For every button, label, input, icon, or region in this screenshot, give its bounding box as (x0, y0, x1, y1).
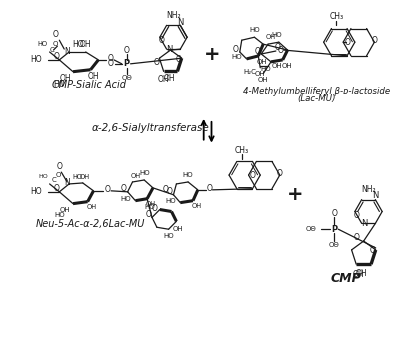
Text: O: O (152, 203, 157, 212)
Text: O: O (108, 59, 114, 68)
Text: O: O (354, 211, 360, 220)
Text: OH: OH (86, 204, 97, 210)
Text: OH: OH (272, 63, 283, 69)
Text: O: O (56, 162, 62, 171)
Text: C: C (49, 47, 54, 53)
Text: O: O (145, 210, 151, 219)
Text: O: O (53, 30, 58, 39)
Text: N: N (177, 18, 183, 27)
Text: O: O (354, 233, 360, 242)
Text: O: O (53, 184, 59, 193)
Text: N: N (361, 219, 368, 228)
Text: O: O (207, 184, 212, 193)
Text: OH: OH (80, 174, 90, 180)
Text: N: N (166, 45, 173, 54)
Text: OH: OH (130, 173, 141, 179)
Text: N: N (64, 179, 70, 188)
Text: HO: HO (231, 54, 242, 60)
Text: OH: OH (158, 75, 169, 84)
Text: O: O (254, 46, 260, 55)
Text: O: O (166, 187, 173, 196)
Text: OH: OH (255, 71, 266, 77)
Text: HO: HO (183, 172, 194, 178)
Text: HO: HO (30, 55, 42, 64)
Text: OH: OH (88, 72, 99, 81)
Text: O: O (176, 55, 182, 64)
Text: OH: OH (257, 59, 268, 65)
Text: OH: OH (352, 270, 364, 279)
Text: OH: OH (266, 34, 276, 40)
Text: OH: OH (60, 207, 71, 212)
Text: O: O (344, 38, 350, 47)
Text: HO: HO (145, 204, 155, 210)
Text: HO: HO (53, 80, 65, 89)
Text: OH: OH (173, 226, 184, 232)
Text: HO: HO (261, 66, 271, 72)
Text: OH: OH (192, 203, 202, 208)
Text: O: O (277, 168, 283, 177)
Text: OH: OH (146, 201, 156, 207)
Text: HO: HO (139, 170, 150, 176)
Text: OH: OH (59, 74, 71, 83)
Text: 4-Methylumbelliferyl β-ᴅ-lactoside: 4-Methylumbelliferyl β-ᴅ-lactoside (243, 87, 390, 96)
Text: NH₂: NH₂ (361, 185, 376, 194)
Text: P: P (331, 225, 337, 234)
Text: OΘ: OΘ (306, 226, 317, 232)
Text: HO: HO (120, 196, 131, 202)
Text: HO: HO (249, 27, 260, 33)
Text: (Lac-MU): (Lac-MU) (298, 94, 336, 103)
Text: HO: HO (37, 41, 48, 47)
Text: P: P (124, 59, 130, 68)
Text: O: O (55, 172, 61, 178)
Text: O: O (278, 45, 284, 54)
Text: +: + (287, 185, 304, 204)
Text: N: N (64, 46, 70, 55)
Text: O: O (121, 184, 127, 193)
Text: O: O (162, 185, 168, 194)
Text: HO: HO (54, 212, 65, 219)
Text: HO: HO (30, 187, 42, 196)
Text: OH: OH (281, 63, 292, 69)
Text: O: O (153, 58, 159, 67)
Text: α-2,6-Sialyltransferase: α-2,6-Sialyltransferase (92, 123, 210, 133)
Text: O: O (53, 41, 58, 47)
Text: N: N (372, 191, 379, 200)
Text: OΘ: OΘ (329, 242, 340, 248)
Text: O: O (275, 42, 280, 51)
Text: CMP: CMP (331, 272, 361, 285)
Text: O: O (104, 185, 110, 194)
Text: OH: OH (258, 77, 268, 82)
Text: O: O (233, 45, 239, 54)
Text: OH: OH (356, 269, 367, 278)
Text: O: O (159, 36, 165, 45)
Text: OH: OH (164, 74, 175, 83)
Text: OH: OH (80, 40, 92, 49)
Text: HO: HO (72, 40, 84, 49)
Text: O: O (124, 45, 129, 54)
Text: HO: HO (73, 174, 83, 180)
Text: O: O (372, 36, 377, 45)
Text: CH₃: CH₃ (329, 12, 344, 21)
Text: OΘ: OΘ (121, 75, 132, 81)
Text: O: O (53, 53, 59, 62)
Text: O: O (249, 171, 255, 180)
Text: HO: HO (165, 198, 176, 204)
Text: C: C (52, 177, 57, 183)
Text: O: O (331, 209, 337, 218)
Text: HO: HO (163, 233, 174, 239)
Text: CMP-Sialic Acid: CMP-Sialic Acid (52, 81, 126, 90)
Text: NH₂: NH₂ (166, 11, 181, 20)
Text: CH₃: CH₃ (235, 146, 249, 155)
Text: +: + (204, 45, 221, 64)
Text: HO: HO (38, 174, 48, 179)
Text: HO: HO (272, 32, 282, 38)
Text: Neu-5-Ac-α-2,6Lac-MU: Neu-5-Ac-α-2,6Lac-MU (36, 219, 145, 229)
Text: H₂C: H₂C (243, 69, 256, 75)
Text: O: O (370, 246, 376, 255)
Text: O: O (108, 54, 114, 63)
